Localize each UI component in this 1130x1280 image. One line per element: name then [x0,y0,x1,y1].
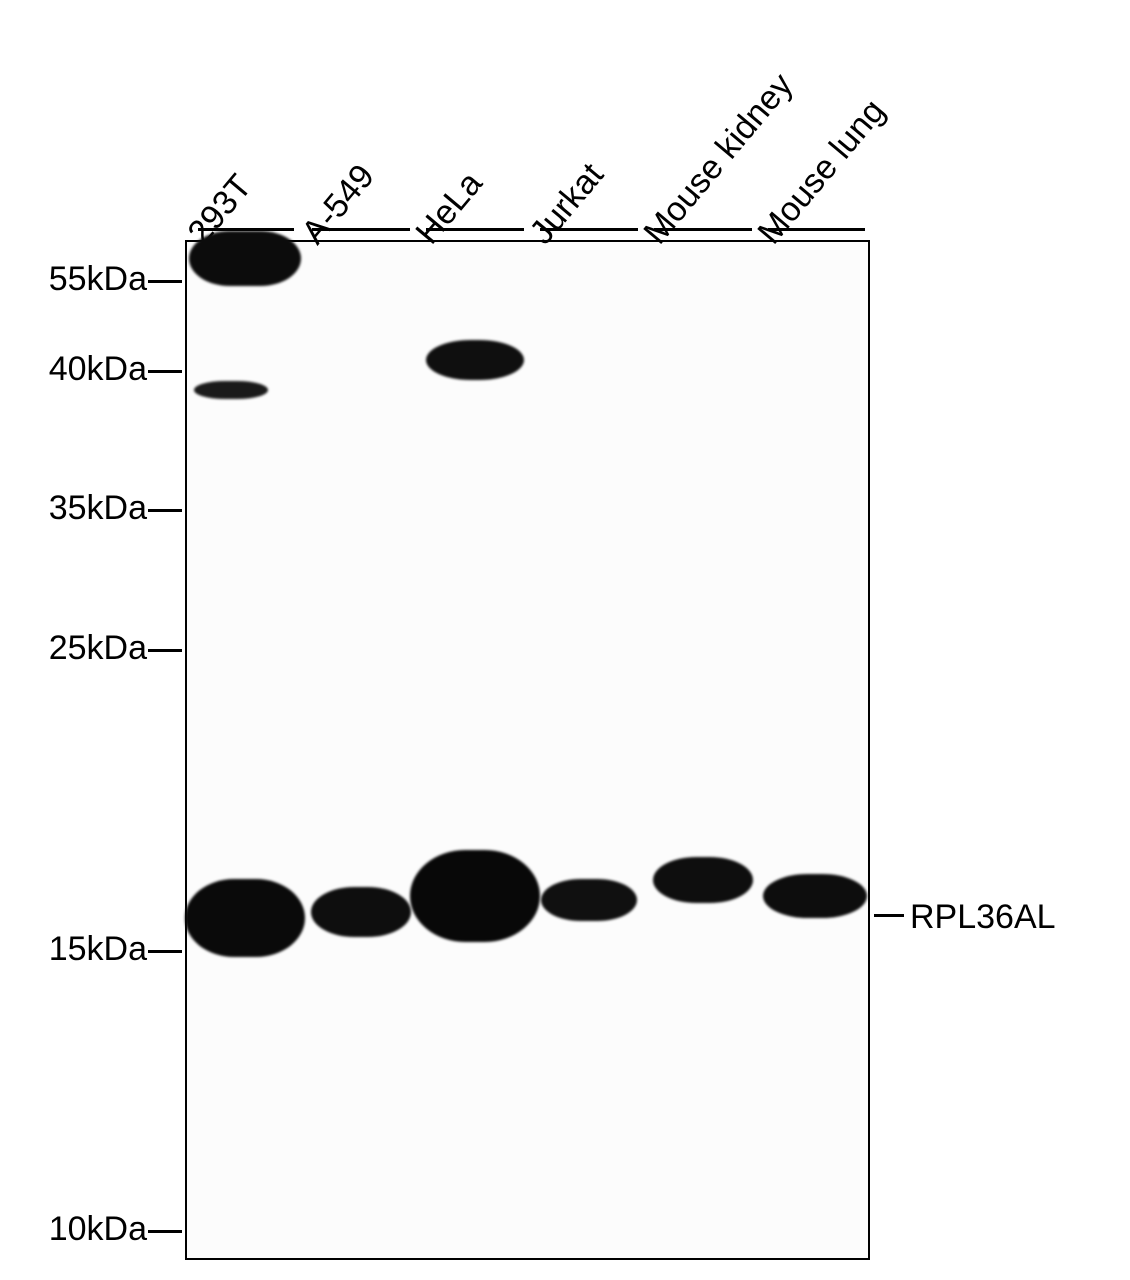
blot-frame [185,240,870,1260]
blot-band [189,231,301,286]
target-tick [874,914,904,917]
western-blot-figure: 55kDa40kDa35kDa25kDa15kDa10kDa 293TA-549… [0,0,1130,1280]
blot-band [194,381,268,399]
blot-band [311,887,411,937]
mw-label: 35kDa [49,491,147,525]
mw-label: 15kDa [49,932,147,966]
lane-header-label: Jurkat [524,157,610,250]
mw-tick [148,280,182,283]
mw-tick [148,370,182,373]
mw-tick [148,649,182,652]
target-label: RPL36AL [910,898,1056,937]
blot-band [426,340,524,380]
lane-header-label: HeLa [410,166,488,250]
mw-label: 40kDa [49,352,147,386]
blot-band [410,850,540,942]
mw-tick [148,1230,182,1233]
mw-label: 55kDa [49,262,147,296]
blot-band [541,879,637,921]
mw-label: 25kDa [49,631,147,665]
blot-band [653,857,753,903]
blot-band [185,879,305,957]
lane-header-label: A-549 [296,159,380,250]
blot-band [763,874,867,918]
mw-tick [148,950,182,953]
mw-tick [148,509,182,512]
mw-label: 10kDa [49,1212,147,1246]
